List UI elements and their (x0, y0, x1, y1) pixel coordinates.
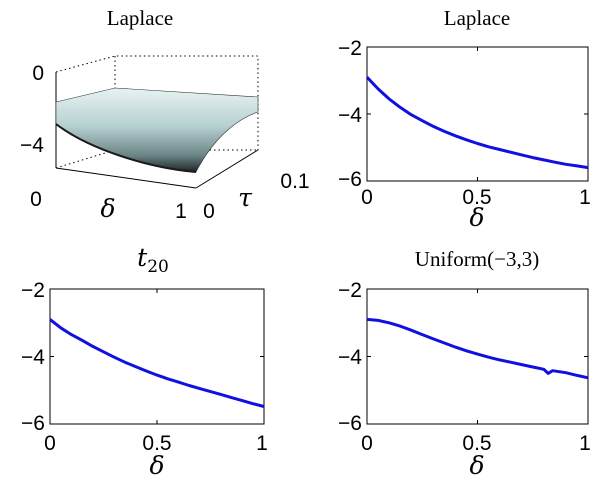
panel-laplace-xlabel: δ (469, 203, 484, 232)
panel-laplace-xtick-0: 0 (361, 186, 373, 209)
panel-t20-xtick-0: 0 (44, 432, 56, 455)
panel-t20-xlabel: δ (149, 451, 164, 480)
panel-t20-xtick-1: 1 (256, 432, 268, 455)
panel-laplace-series-line (365, 76, 589, 170)
panel-uniform-ytick-m4: −4 (338, 346, 362, 369)
panel-laplace-ytick-m4: −4 (338, 104, 362, 127)
surface-left-floor (55, 149, 116, 169)
surface-y-tick-0.1: 0.1 (280, 170, 309, 193)
panel-uniform-title: Uniform(−3,3) (415, 247, 539, 271)
panel-t20-ytick-m2: −2 (21, 279, 45, 302)
panel-uniform-xlabel: δ (469, 451, 484, 480)
surface-ylabel: τ (238, 183, 253, 212)
panel-uniform-xtick-0: 0 (361, 432, 373, 455)
panel-laplace-xtick-0.5: 0.5 (462, 186, 491, 209)
panel-t20-line: t20 −2 −4 −6 0 0.5 1 δ (21, 243, 268, 480)
surface-x-tick-0: 0 (30, 188, 42, 211)
panel-uniform-xtick-0.5: 0.5 (462, 432, 491, 455)
surface-y-tick-0: 0 (203, 200, 215, 223)
surface-tau-axis (195, 149, 259, 189)
panel-uniform-ytick-m2: −2 (338, 279, 362, 302)
panel-surface: Laplace 0 −4 0 1 0 0.1 δ τ (20, 6, 310, 223)
panel-uniform-series-line (366, 317, 589, 380)
surface-z-tick-minus4: −4 (20, 134, 44, 157)
panel-laplace-ytick-m6: −6 (338, 168, 362, 191)
panel-uniform-ticks (366, 288, 589, 425)
panel-t20-ytick-m4: −4 (21, 346, 45, 369)
panel-t20-title: t20 (137, 243, 169, 277)
panel-t20-ticks (49, 288, 265, 425)
surface-delta-axis (55, 167, 197, 189)
panel-uniform-ytick-m6: −6 (338, 412, 362, 435)
panel-uniform-line: Uniform(−3,3) −2 −4 −6 0 0.5 1 δ (338, 247, 591, 480)
panel-uniform-axes (366, 288, 589, 425)
surface-mesh (55, 87, 259, 173)
surface-xlabel: δ (100, 194, 115, 223)
panel-uniform-xtick-1: 1 (579, 432, 591, 455)
panel-laplace-title: Laplace (444, 6, 510, 30)
panel-t20-axes (49, 288, 265, 425)
panel-t20-series-line (49, 318, 265, 408)
surface-front-edge (55, 123, 197, 173)
surface-x-tick-1: 1 (175, 200, 187, 223)
panel-t20-xtick-0.5: 0.5 (142, 432, 171, 455)
panel-surface-title: Laplace (107, 6, 173, 30)
panel-laplace-xtick-1: 1 (579, 186, 591, 209)
panel-laplace-ticks (366, 46, 589, 182)
surface-z-tick-0: 0 (32, 62, 44, 85)
panel-laplace-line: Laplace −2 −4 −6 0 0.5 1 δ (338, 6, 591, 232)
panel-laplace-ytick-m2: −2 (338, 37, 362, 60)
panel-t20-ytick-m6: −6 (21, 412, 45, 435)
